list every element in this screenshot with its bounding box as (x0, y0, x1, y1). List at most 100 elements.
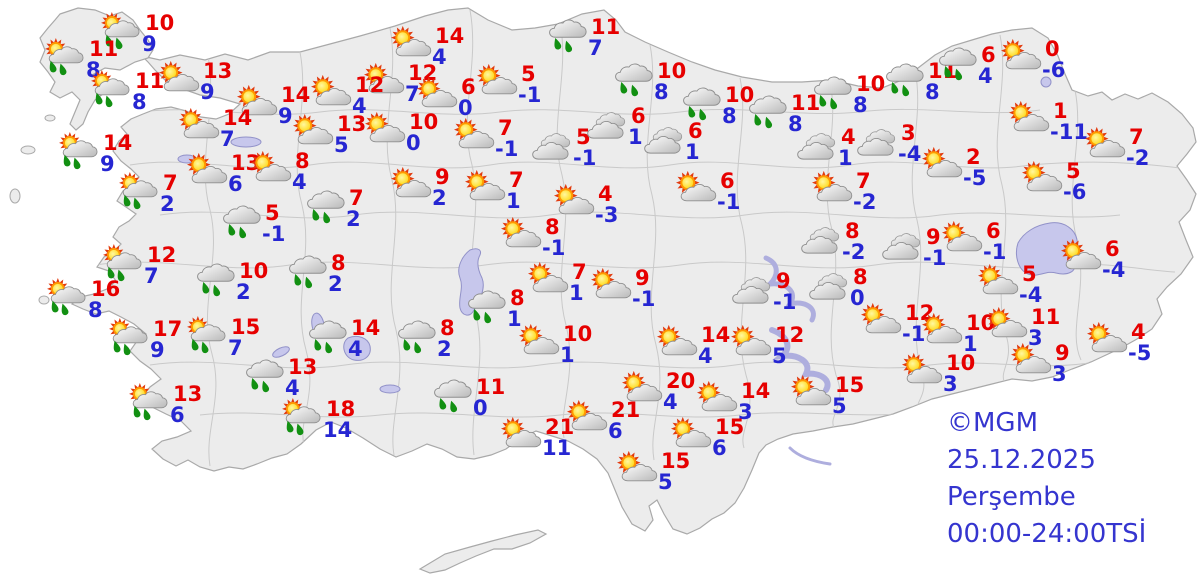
low-temp: -1 (773, 290, 797, 314)
low-temp: 2 (346, 207, 361, 231)
sun-rain-icon (279, 398, 323, 436)
low-temp: 8 (88, 298, 103, 322)
high-temp: 14 (103, 131, 133, 155)
low-temp: 7 (228, 336, 243, 360)
lake (272, 346, 290, 358)
rain-icon (544, 16, 588, 54)
low-temp: -1 (902, 322, 926, 346)
low-temp: 11 (542, 436, 572, 460)
high-temp: 4 (1131, 320, 1146, 344)
low-temp: 1 (506, 189, 521, 213)
high-temp: 14 (281, 83, 311, 107)
low-temp: 0 (406, 131, 421, 155)
aegean-island (38, 295, 50, 305)
high-temp: 7 (163, 171, 178, 195)
low-temp: 5 (772, 344, 787, 368)
low-temp: 4 (292, 170, 307, 194)
low-temp: 7 (220, 127, 235, 151)
high-temp: 12 (147, 243, 177, 267)
high-temp: 14 (435, 24, 465, 48)
high-temp: 11 (791, 91, 821, 115)
high-temp: 11 (591, 15, 621, 39)
sun-cloud-icon (728, 324, 772, 362)
high-temp: 21 (611, 398, 641, 422)
high-temp: 15 (715, 415, 745, 439)
high-temp: 10 (725, 83, 755, 107)
high-temp: 10 (856, 72, 886, 96)
cloud-icon (584, 105, 628, 143)
low-temp: 1 (507, 307, 522, 331)
rain-icon (284, 252, 328, 290)
high-temp: 6 (461, 75, 476, 99)
cloud-icon (729, 270, 773, 308)
low-temp: 1 (685, 140, 700, 164)
low-temp: 2 (328, 272, 343, 296)
sun-cloud-icon (984, 306, 1028, 344)
low-temp: 4 (285, 376, 300, 400)
high-temp: 0 (1045, 37, 1060, 61)
high-temp: 12 (775, 323, 805, 347)
high-temp: 6 (688, 119, 703, 143)
high-temp: 9 (1055, 341, 1070, 365)
low-temp: 3 (738, 400, 753, 424)
sun-cloud-icon (414, 76, 458, 114)
low-temp: 1 (628, 125, 643, 149)
map-caption: ©MGM 25.12.2025 Perşembe 00:00-24:00TSİ (947, 405, 1146, 553)
low-temp: 4 (352, 94, 367, 118)
sun-cloud-icon (451, 117, 495, 155)
high-temp: 13 (203, 59, 233, 83)
low-temp: -2 (853, 190, 877, 214)
cloud-icon (641, 120, 685, 158)
sun-cloud-icon (176, 107, 220, 145)
reservoir-keban (763, 255, 816, 323)
low-temp: 4 (432, 45, 447, 69)
day-text: Perşembe (947, 482, 1076, 512)
high-temp: 3 (901, 121, 916, 145)
cloud-icon (879, 226, 923, 264)
lake-beysehir (343, 335, 371, 361)
sun-cloud-icon (1084, 321, 1128, 359)
low-temp: 9 (142, 32, 157, 56)
period-text: 00:00-24:00TSİ (947, 519, 1147, 549)
sun-cloud-icon (498, 216, 542, 254)
high-temp: 8 (440, 316, 455, 340)
low-temp: 7 (588, 36, 603, 60)
high-temp: 6 (720, 169, 735, 193)
cyprus-island (418, 529, 548, 574)
sun-cloud-icon (654, 324, 698, 362)
high-temp: 7 (498, 116, 513, 140)
sun-cloud-icon (156, 60, 200, 98)
low-temp: 2 (432, 186, 447, 210)
sun-cloud-icon (525, 261, 569, 299)
low-temp: -3 (595, 203, 619, 227)
cloud-icon (798, 220, 842, 258)
high-temp: 7 (349, 186, 364, 210)
sun-cloud-icon (184, 152, 228, 190)
sun-cloud-icon (858, 302, 902, 340)
low-temp: -5 (963, 166, 987, 190)
sun-cloud-icon (998, 38, 1042, 76)
low-temp: -1 (262, 222, 286, 246)
low-temp: -4 (1102, 258, 1126, 282)
high-temp: 5 (1022, 262, 1037, 286)
low-temp: -6 (1042, 58, 1066, 82)
low-temp: -1 (923, 246, 947, 270)
high-temp: 9 (926, 225, 941, 249)
lake (1040, 76, 1052, 88)
low-temp: 0 (473, 396, 488, 420)
low-temp: -1 (717, 190, 741, 214)
high-temp: 8 (295, 149, 310, 173)
high-temp: 17 (153, 317, 183, 341)
sun-cloud-icon (673, 170, 717, 208)
sun-rain-icon (42, 38, 86, 76)
sun-rain-icon (88, 70, 132, 108)
low-temp: 6 (608, 419, 623, 443)
sun-cloud-icon (694, 380, 738, 418)
low-temp: 9 (278, 104, 293, 128)
river-euphrates (788, 446, 832, 466)
high-temp: 10 (946, 351, 976, 375)
high-temp: 6 (631, 104, 646, 128)
high-temp: 16 (91, 277, 121, 301)
aegean-island (9, 188, 21, 204)
high-temp: 2 (966, 145, 981, 169)
